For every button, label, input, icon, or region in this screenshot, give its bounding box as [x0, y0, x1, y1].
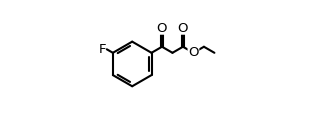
Text: O: O — [157, 22, 167, 35]
Text: F: F — [99, 43, 106, 56]
Text: O: O — [188, 46, 199, 59]
Text: O: O — [178, 22, 188, 35]
